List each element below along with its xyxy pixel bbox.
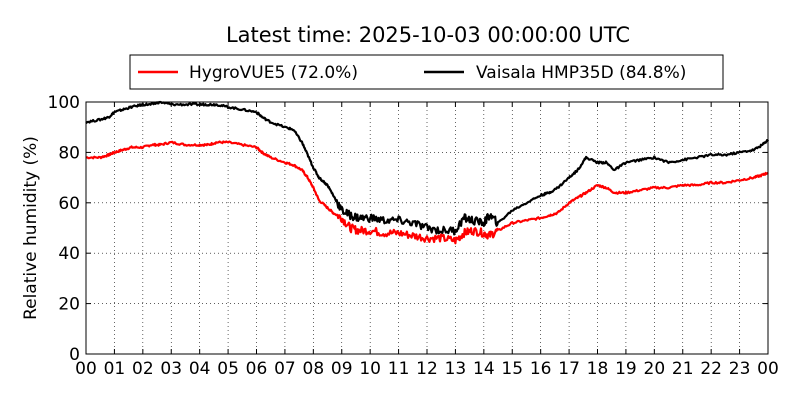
x-tick-label: 09 <box>331 359 353 379</box>
x-tick-label: 07 <box>274 359 296 379</box>
y-tick-label: 20 <box>58 295 80 315</box>
legend: HygroVUE5 (72.0%) Vaisala HMP35D (84.8%) <box>129 54 724 90</box>
x-tick-label: 08 <box>303 359 325 379</box>
x-tick-label: 21 <box>672 359 694 379</box>
legend-label-hygrovue5: HygroVUE5 (72.0%) <box>189 63 358 83</box>
x-tick-label: 19 <box>615 359 637 379</box>
legend-label-vaisala: Vaisala HMP35D (84.8%) <box>476 63 686 83</box>
x-tick-label: 04 <box>189 359 211 379</box>
x-tick-label: 12 <box>416 359 438 379</box>
y-tick-label: 60 <box>58 194 80 214</box>
series-layer <box>85 100 770 245</box>
grid <box>86 102 768 354</box>
x-tick-label: 10 <box>359 359 381 379</box>
x-tick-label: 18 <box>587 359 609 379</box>
x-tick-label: 01 <box>104 359 126 379</box>
chart-title: Latest time: 2025-10-03 00:00:00 UTC <box>226 23 630 47</box>
x-tick-label: 23 <box>729 359 751 379</box>
series-line-hygrovue5 <box>85 140 769 245</box>
x-tick-label: 15 <box>501 359 523 379</box>
series-line-vaisala <box>85 100 770 236</box>
ticks: 0 20 40 60 80 100 00 01 02 03 04 05 06 07 08 09 10 11 12 13… <box>48 93 779 379</box>
x-tick-label: 02 <box>132 359 154 379</box>
x-tick-label: 22 <box>700 359 722 379</box>
x-tick-label: 20 <box>644 359 666 379</box>
x-tick-label: 14 <box>473 359 495 379</box>
x-tick-label: 17 <box>558 359 580 379</box>
x-tick-label: 11 <box>388 359 410 379</box>
y-tick-label: 100 <box>48 93 80 113</box>
x-tick-label: 05 <box>217 359 239 379</box>
y-tick-label: 80 <box>58 143 80 163</box>
x-tick-label: 00 <box>75 359 97 379</box>
x-tick-label: 13 <box>445 359 467 379</box>
x-tick-label: 06 <box>246 359 268 379</box>
y-tick-label: 40 <box>58 244 80 264</box>
x-tick-label: 03 <box>160 359 182 379</box>
y-axis-label: Relative humidity (%) <box>21 136 41 320</box>
y-tick-label: 0 <box>69 345 80 365</box>
x-tick-label: 16 <box>530 359 552 379</box>
x-tick-label: 00 <box>757 359 779 379</box>
